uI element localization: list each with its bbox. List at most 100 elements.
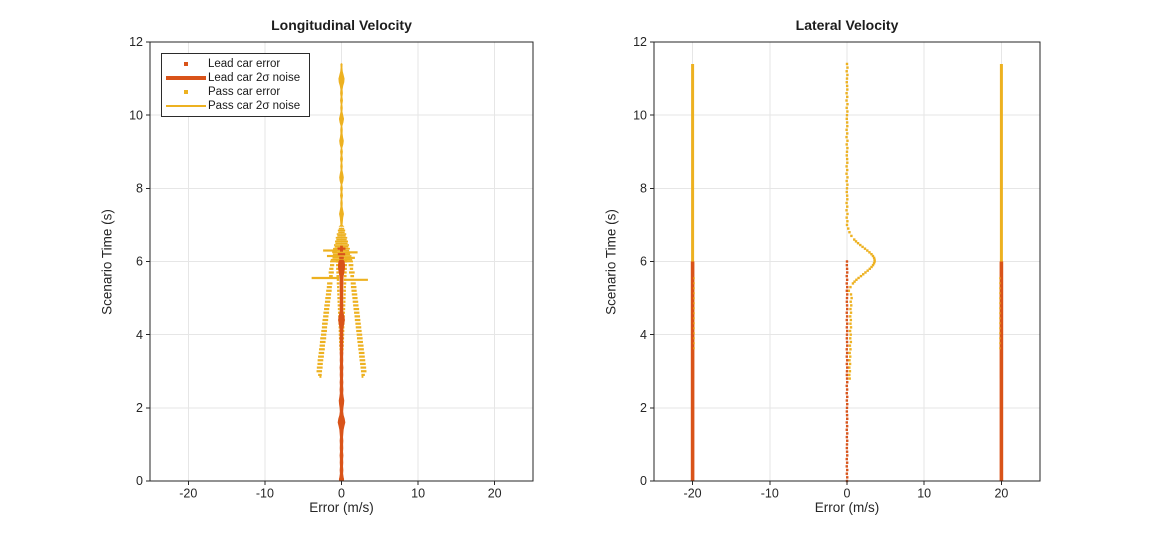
y-tick-label: 10 [633,108,647,122]
error-dot [845,106,848,110]
error-dot [846,168,849,172]
error-dot [845,274,848,278]
error-dot [845,201,848,205]
error-dot [845,424,849,428]
error-dot [846,307,849,311]
series-pass-car-noise-column [338,63,345,227]
error-dot [845,373,849,377]
legend-entry-1: Lead car 2σ noise [164,71,300,85]
error-dot [846,66,849,69]
error-dot [846,439,849,442]
error-dot [845,81,848,84]
legend-label: Pass car 2σ noise [208,100,301,112]
error-dot [845,157,849,161]
error-dot [849,285,852,289]
y-tick-label: 4 [136,328,143,342]
error-dot [845,333,849,336]
error-dot [845,406,849,410]
error-dot [872,256,876,260]
error-dot [846,176,849,179]
series-lead-car-noise-whiskers [337,245,346,259]
varline-shape [338,63,345,227]
error-dot [848,344,852,347]
error-dot [845,370,849,373]
error-dot [849,307,852,311]
error-dot [845,450,849,453]
error-dot [845,340,849,344]
left-xaxis-label: Error (m/s) [309,500,374,515]
y-tick-label: 0 [136,474,143,488]
error-dot [845,179,848,183]
error-dot [845,326,849,329]
error-dot [846,198,849,201]
x-tick-label: 20 [994,487,1008,501]
error-dot [846,322,849,325]
error-dot [845,377,849,380]
right-yaxis-label: Scenario Time (s) [603,208,619,315]
error-dot [849,355,852,358]
error-dot [845,457,848,461]
error-dot [873,258,876,261]
error-dot [846,212,849,216]
series-lead-car-error-dots [845,260,849,483]
left-plot-title: Longitudinal Velocity [271,17,412,33]
error-dot [845,154,848,157]
error-dot [845,428,848,431]
error-dot [845,421,848,424]
x-tick-label: 10 [917,487,931,501]
error-dot [845,260,849,263]
varline-shape [337,259,346,481]
error-dot [845,187,849,190]
error-dot [871,263,875,267]
error-dot [848,370,852,373]
error-dot [846,146,849,150]
error-dot [848,231,851,234]
error-dot [845,263,849,267]
error-dot [845,348,848,351]
error-dot [845,121,849,124]
y-tick-label: 8 [136,182,143,196]
error-dot [848,329,852,333]
series-pass-car-error-dots [845,62,876,380]
error-dot [846,402,849,406]
error-dot [846,139,849,142]
error-dot [846,271,849,274]
error-dot [850,296,853,300]
error-dot [848,366,851,369]
error-dot [845,388,849,391]
error-dot [868,251,871,254]
error-dot [845,465,848,468]
error-dot [846,285,849,289]
error-dot [845,384,848,388]
error-dot [845,223,849,227]
error-dot [845,296,849,300]
error-dot [845,392,848,395]
error-dot [846,432,849,435]
y-tick-label: 12 [633,35,647,49]
error-dot [872,262,876,265]
error-dot [849,318,853,322]
plot-1: -20 -10 0 10 20 0 2 4 6 8 10 12 [633,35,1041,501]
error-dot [849,293,853,296]
error-dot [848,362,852,366]
error-dot [845,318,848,322]
error-dot [846,293,849,296]
error-dot [870,265,873,269]
error-dot [846,329,849,333]
error-dot [845,461,849,464]
error-dot [845,143,848,146]
error-dot [853,238,856,241]
error-dot [845,172,848,175]
x-tick-label: -20 [179,487,197,501]
error-dot [847,227,850,230]
error-dot [849,315,852,318]
error-dot [866,269,869,272]
error-dot [846,220,849,223]
error-dot [857,276,860,280]
legend-label: Pass car error [208,86,281,98]
error-dot [846,161,849,164]
series-lead-car-noise-bounds [690,261,1004,481]
error-dot [848,373,851,377]
y-tick-label: 0 [640,474,647,488]
